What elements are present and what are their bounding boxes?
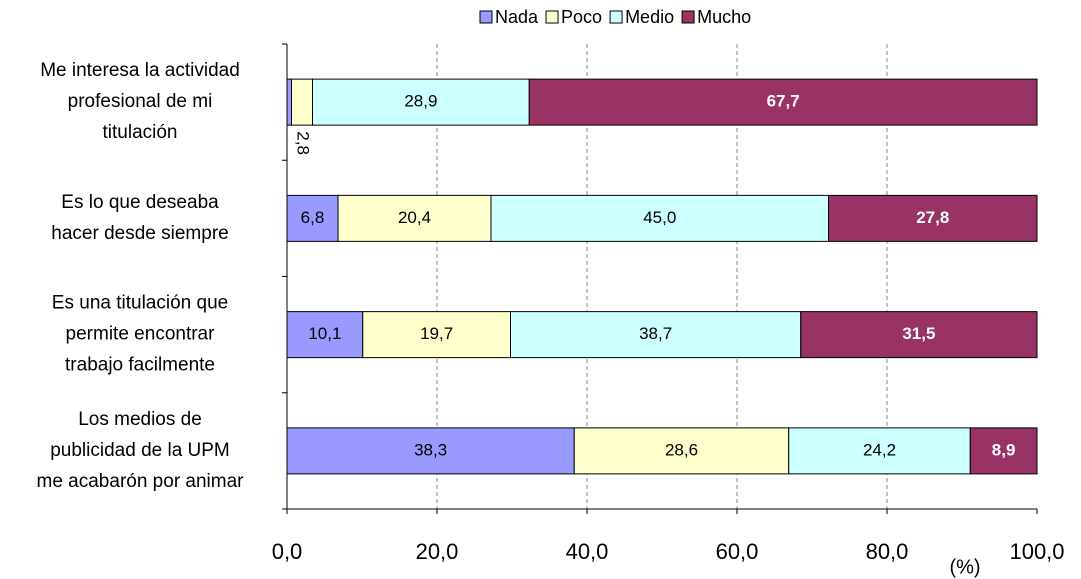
x-tick-label: 40,0 bbox=[566, 539, 609, 564]
category-label: Me interesa la actividad profesional de m… bbox=[40, 60, 240, 143]
data-label: 20,4 bbox=[398, 208, 431, 227]
bar-segment bbox=[528, 78, 1038, 126]
data-label: 2,8 bbox=[294, 131, 313, 155]
data-label: 45,0 bbox=[643, 208, 676, 227]
data-label: 8,9 bbox=[992, 440, 1016, 459]
data-label: 19,7 bbox=[420, 324, 453, 343]
x-tick-label: 100,0 bbox=[1009, 539, 1064, 564]
bar-segment bbox=[510, 311, 802, 359]
legend-swatch bbox=[545, 10, 559, 24]
x-tick-label: 0,0 bbox=[272, 539, 303, 564]
data-label: 31,5 bbox=[902, 324, 935, 343]
data-label: 28,9 bbox=[404, 92, 437, 111]
data-label: 27,8 bbox=[916, 208, 949, 227]
bar-segment bbox=[362, 311, 511, 359]
legend-swatch bbox=[479, 10, 493, 24]
bar-segment bbox=[800, 311, 1038, 359]
data-label: 6,8 bbox=[301, 208, 325, 227]
bar-segment bbox=[828, 194, 1038, 242]
x-tick-label: 20,0 bbox=[416, 539, 459, 564]
legend-label: Poco bbox=[561, 7, 602, 27]
legend-label: Mucho bbox=[697, 7, 751, 27]
data-label: 28,6 bbox=[665, 440, 698, 459]
category-label: Los medios de publicidad de la UPM me acab… bbox=[37, 409, 245, 492]
bar-segment bbox=[312, 78, 530, 126]
data-label: 38,7 bbox=[639, 324, 672, 343]
data-label: 10,1 bbox=[308, 324, 341, 343]
legend-swatch bbox=[609, 10, 623, 24]
data-label: 24,2 bbox=[863, 440, 896, 459]
x-tick-label: 80,0 bbox=[866, 539, 909, 564]
x-axis-label: (%) bbox=[949, 556, 980, 578]
bar-segment bbox=[286, 311, 364, 359]
bar-segment bbox=[286, 427, 575, 475]
bar-segment bbox=[286, 194, 339, 242]
category-label: Es una titulación que permite encontrar tr… bbox=[52, 293, 228, 376]
bar-segment bbox=[969, 427, 1038, 475]
bar-segment bbox=[291, 78, 313, 126]
legend-swatch bbox=[681, 10, 695, 24]
category-label: Es lo que deseaba hacer desde siempre bbox=[51, 192, 228, 244]
data-label: 38,3 bbox=[414, 440, 447, 459]
data-label: 67,7 bbox=[767, 92, 800, 111]
legend-label: Nada bbox=[495, 7, 539, 27]
legend-label: Medio bbox=[625, 7, 674, 27]
bar-segment bbox=[286, 78, 292, 126]
x-tick-label: 60,0 bbox=[716, 539, 759, 564]
